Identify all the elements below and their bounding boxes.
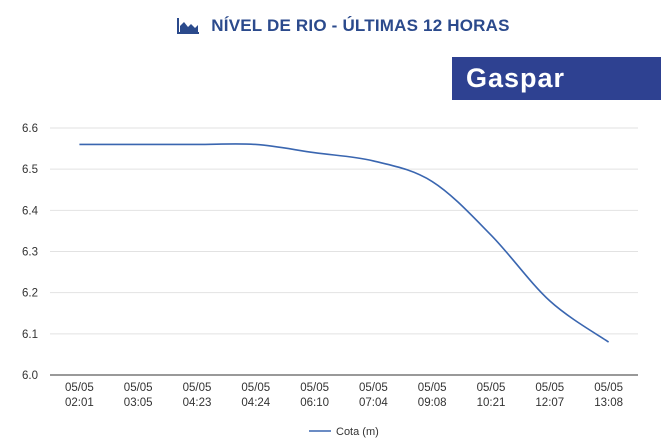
x-tick-label: 05/05 bbox=[241, 382, 270, 394]
data-point bbox=[371, 158, 376, 163]
legend-label: Cota (m) bbox=[336, 426, 379, 438]
x-tick-label: 05/05 bbox=[359, 382, 388, 394]
y-tick-label: 6.5 bbox=[22, 164, 38, 176]
x-tick-label: 03:05 bbox=[124, 397, 153, 409]
y-tick-label: 6.3 bbox=[22, 247, 38, 259]
chart-header: NÍVEL DE RIO - ÚLTIMAS 12 HORAS bbox=[0, 14, 661, 38]
x-tick-label: 07:04 bbox=[359, 397, 388, 409]
x-tick-label: 06:10 bbox=[300, 397, 329, 409]
y-tick-label: 6.4 bbox=[22, 205, 39, 217]
x-tick-label: 05/05 bbox=[477, 382, 506, 394]
x-tick-label: 02:01 bbox=[65, 397, 94, 409]
series-line-cota bbox=[79, 143, 610, 343]
y-tick-label: 6.0 bbox=[22, 370, 38, 382]
x-tick-label: 05/05 bbox=[65, 382, 94, 394]
data-point bbox=[547, 298, 552, 303]
x-tick-label: 05/05 bbox=[418, 382, 447, 394]
x-tick-label: 05/05 bbox=[183, 382, 212, 394]
area-chart-icon bbox=[177, 18, 200, 34]
y-tick-label: 6.2 bbox=[22, 288, 38, 300]
data-point bbox=[195, 142, 200, 147]
y-tick-label: 6.6 bbox=[22, 123, 38, 135]
data-point bbox=[489, 233, 494, 238]
data-point bbox=[136, 142, 141, 147]
x-tick-label: 04:23 bbox=[183, 397, 212, 409]
data-point bbox=[606, 340, 611, 345]
data-point bbox=[253, 142, 258, 147]
y-tick-label: 6.1 bbox=[22, 329, 38, 341]
data-point bbox=[77, 142, 82, 147]
x-tick-label: 05/05 bbox=[535, 382, 564, 394]
x-tick-label: 13:08 bbox=[594, 397, 623, 409]
x-tick-label: 05/05 bbox=[300, 382, 329, 394]
x-tick-label: 05/05 bbox=[594, 382, 623, 394]
station-name-badge: Gaspar bbox=[452, 57, 661, 100]
x-tick-label: 05/05 bbox=[124, 382, 153, 394]
chart-title: NÍVEL DE RIO - ÚLTIMAS 12 HORAS bbox=[211, 16, 510, 35]
x-tick-label: 10:21 bbox=[477, 397, 506, 409]
x-tick-label: 12:07 bbox=[535, 397, 564, 409]
x-tick-label: 09:08 bbox=[418, 397, 447, 409]
x-tick-label: 04:24 bbox=[241, 397, 270, 409]
data-point bbox=[312, 150, 317, 155]
data-point bbox=[430, 179, 435, 184]
